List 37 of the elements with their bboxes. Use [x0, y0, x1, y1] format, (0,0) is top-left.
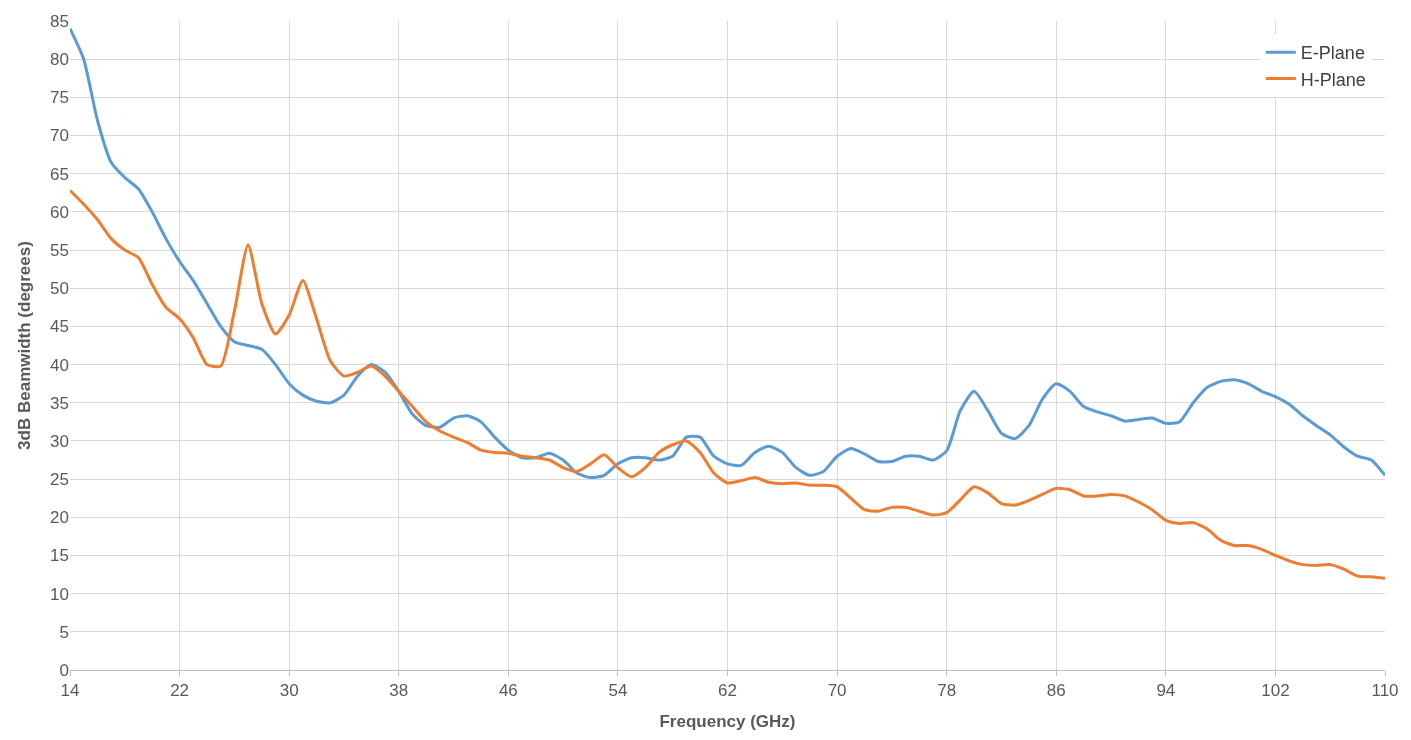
y-tick-label: 35 [50, 393, 69, 413]
y-tick-label: 50 [50, 279, 69, 299]
x-tick-label: 94 [1156, 681, 1176, 701]
y-tick-label: 20 [50, 508, 69, 528]
y-tick-label: 75 [50, 88, 69, 108]
y-tick-label: 70 [50, 126, 69, 146]
x-tick-label: 110 [1371, 681, 1399, 701]
y-tick-label: 40 [50, 355, 69, 375]
line-series [70, 27, 1385, 480]
legend-label: E-Plane [1300, 43, 1365, 64]
x-tick-label: 54 [608, 681, 628, 701]
y-tick-label: 0 [59, 660, 69, 680]
x-tick-label: 22 [170, 681, 190, 701]
y-tick-label: 30 [50, 431, 69, 451]
y-tick-label: 60 [50, 202, 69, 222]
x-tick-label: 78 [937, 681, 957, 701]
y-tick-label: 85 [50, 11, 69, 31]
y-tick-label: 5 [59, 622, 69, 642]
line-series [70, 189, 1385, 580]
x-axis-title: Frequency (GHz) [659, 711, 796, 731]
x-tick-label: 70 [827, 681, 847, 701]
x-tick-label: 46 [498, 681, 518, 701]
x-tick-label: 62 [718, 681, 737, 701]
x-tick-label: 86 [1046, 681, 1066, 701]
y-tick-label: 45 [50, 317, 69, 337]
y-tick-label: 25 [50, 470, 69, 490]
y-tick-label: 15 [50, 546, 69, 566]
x-tick-label: 30 [279, 681, 299, 701]
y-axis-title: 3dB Beamwidth (degrees) [14, 241, 34, 450]
y-tick-label: 65 [50, 164, 69, 184]
y-tick-label: 55 [50, 241, 69, 261]
y-tick-label: 10 [50, 584, 69, 604]
y-tick-label: 80 [50, 50, 69, 70]
x-tick-label: 38 [389, 681, 409, 701]
x-tick-label: 102 [1261, 681, 1290, 701]
x-tick-label: 14 [60, 681, 80, 701]
legend-label: H-Plane [1300, 69, 1366, 90]
